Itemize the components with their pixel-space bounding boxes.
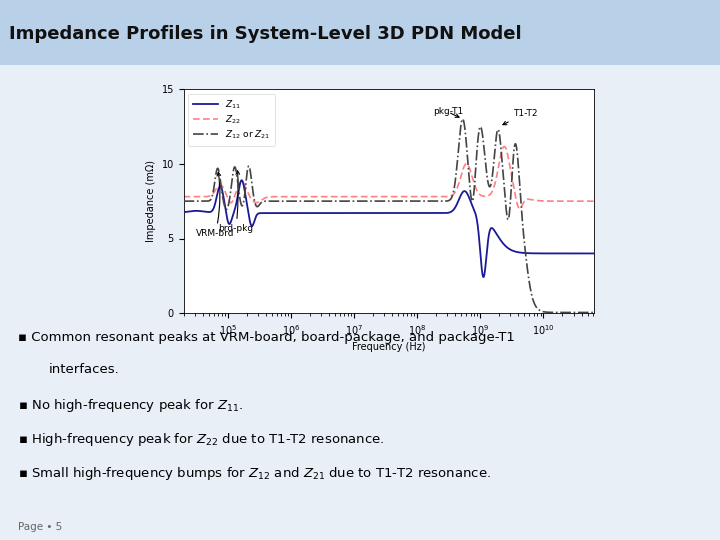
Text: Page • 5: Page • 5	[18, 522, 62, 532]
FancyBboxPatch shape	[0, 0, 720, 65]
Text: VRM-brd: VRM-brd	[197, 172, 235, 238]
Text: pkg-T1: pkg-T1	[433, 107, 463, 117]
Text: ▪ No high-frequency peak for $Z_{11}$.: ▪ No high-frequency peak for $Z_{11}$.	[18, 397, 243, 414]
Legend: $Z_{11}$, $Z_{22}$, $Z_{12}$ or $Z_{21}$: $Z_{11}$, $Z_{22}$, $Z_{12}$ or $Z_{21}$	[188, 93, 275, 146]
Text: T1-T2: T1-T2	[503, 109, 538, 125]
Text: ▪ High-frequency peak for $Z_{22}$ due to T1-T2 resonance.: ▪ High-frequency peak for $Z_{22}$ due t…	[18, 431, 384, 448]
Text: interfaces.: interfaces.	[49, 363, 120, 376]
Text: Impedance Profiles in System-Level 3D PDN Model: Impedance Profiles in System-Level 3D PD…	[9, 25, 521, 43]
Text: ▪ Common resonant peaks at VRM-board, board-package, and package-T1: ▪ Common resonant peaks at VRM-board, bo…	[18, 332, 515, 345]
Text: ▪ Small high-frequency bumps for $Z_{12}$ and $Z_{21}$ due to T1-T2 resonance.: ▪ Small high-frequency bumps for $Z_{12}…	[18, 465, 491, 482]
Text: brd-pkg: brd-pkg	[218, 171, 253, 233]
X-axis label: Frequency (Hz): Frequency (Hz)	[352, 342, 426, 352]
Y-axis label: Impedance (mΩ): Impedance (mΩ)	[146, 160, 156, 242]
